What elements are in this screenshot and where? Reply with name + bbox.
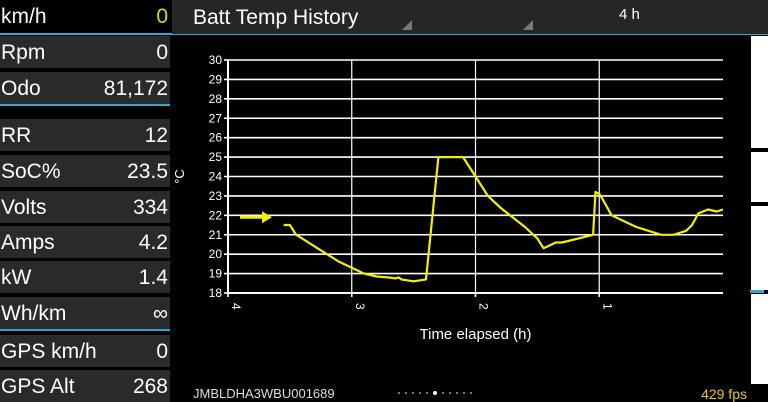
page-dot[interactable] — [398, 392, 400, 394]
y-tick-label: 19 — [209, 267, 223, 281]
strip-segment-2 — [751, 152, 768, 202]
page-indicator[interactable] — [398, 391, 472, 395]
speed-label: km/h — [1, 4, 47, 28]
header-divider — [0, 33, 768, 35]
rpm-row: Rpm 0 — [0, 36, 170, 68]
page-dot[interactable] — [412, 392, 414, 394]
kw-value: 1.4 — [138, 265, 168, 289]
range-remaining-value: 12 — [144, 123, 168, 147]
vin-text: JMBLDHA3WBU001689 — [193, 386, 335, 401]
y-tick-label: 23 — [209, 189, 223, 203]
page-dot[interactable] — [456, 392, 458, 394]
stats-sidebar: km/h 0 Rpm 0 Odo 81,172 RR 12 SoC% 23.5 … — [0, 0, 170, 402]
range-dropdown-icon[interactable] — [523, 20, 533, 30]
volts-label: Volts — [1, 195, 47, 219]
gps-altitude-row: GPS Alt 268 — [0, 370, 170, 402]
strip-position-marker — [750, 290, 764, 293]
odometer-row: Odo 81,172 — [0, 72, 170, 104]
batt-temp-chart: 18 19 20 21 22 23 24 25 26 27 28 29 30 4 3 2 1 °C Time ela… — [172, 36, 746, 384]
amps-row: Amps 4.2 — [0, 226, 170, 258]
strip-segment-1 — [751, 36, 768, 148]
x-tick-label: 2 — [477, 303, 491, 310]
x-axis-label: Time elapsed (h) — [420, 326, 532, 343]
y-tick-label: 20 — [209, 247, 223, 261]
history-header: Batt Temp History 4 h — [172, 0, 768, 34]
y-tick-label: 29 — [209, 72, 223, 86]
y-tick-label: 22 — [209, 208, 223, 222]
range-remaining-label: RR — [1, 123, 32, 147]
page-dot[interactable] — [419, 392, 421, 394]
y-tick-label: 28 — [209, 92, 223, 106]
y-tick-label: 18 — [209, 286, 223, 300]
y-tick-label: 21 — [209, 228, 223, 242]
title-dropdown-icon[interactable] — [402, 20, 412, 30]
x-tick-label: 4 — [229, 303, 243, 310]
page-dot[interactable] — [405, 392, 407, 394]
right-scroll-strip[interactable] — [746, 36, 768, 384]
sidebar-divider-bottom — [0, 329, 170, 331]
range-remaining-row: RR 12 — [0, 119, 170, 151]
gps-speed-value: 0 — [156, 339, 168, 363]
start-arrow-head — [262, 211, 272, 224]
efficiency-label: Wh/km — [1, 301, 67, 325]
x-tick-label: 1 — [600, 303, 614, 310]
kw-row: kW 1.4 — [0, 261, 170, 293]
rpm-value: 0 — [156, 40, 168, 64]
y-tick-label: 30 — [209, 53, 223, 67]
sidebar-divider-top — [0, 104, 170, 106]
page-dot[interactable] — [463, 392, 465, 394]
volts-value: 334 — [132, 195, 168, 219]
page-dot[interactable] — [426, 392, 428, 394]
time-range-selector[interactable]: 4 h — [619, 6, 640, 23]
odometer-value: 81,172 — [103, 76, 168, 100]
gps-speed-label: GPS km/h — [1, 339, 97, 363]
strip-segment-3 — [751, 206, 768, 290]
y-tick-label: 26 — [209, 131, 223, 145]
gps-speed-row: GPS km/h 0 — [0, 335, 170, 367]
amps-value: 4.2 — [138, 230, 168, 254]
fps-counter: 429 fps — [701, 386, 747, 402]
soc-row: SoC% 23.5 — [0, 155, 170, 187]
page-dot[interactable] — [470, 392, 472, 394]
rpm-label: Rpm — [1, 40, 46, 64]
y-tick-label: 25 — [209, 150, 223, 164]
efficiency-value: ∞ — [153, 301, 168, 325]
y-axis-label: °C — [172, 169, 187, 184]
x-tick-label: 3 — [353, 303, 367, 310]
efficiency-row: Wh/km ∞ — [0, 297, 170, 329]
y-tick-label: 24 — [209, 170, 223, 184]
kw-label: kW — [1, 265, 32, 289]
speed-row: km/h 0 — [0, 0, 170, 32]
history-title-selector[interactable]: Batt Temp History — [193, 6, 359, 29]
soc-value: 23.5 — [127, 159, 168, 183]
page-dot-active[interactable] — [433, 391, 437, 395]
speed-value: 0 — [156, 4, 168, 28]
amps-label: Amps — [1, 230, 55, 254]
y-tick-label: 27 — [209, 111, 223, 125]
batt-temp-series-line — [283, 155, 724, 283]
volts-row: Volts 334 — [0, 191, 170, 223]
odometer-label: Odo — [1, 76, 41, 100]
gps-altitude-value: 268 — [132, 374, 168, 398]
strip-segment-4 — [751, 294, 768, 384]
gps-altitude-label: GPS Alt — [1, 374, 75, 398]
soc-label: SoC% — [1, 159, 61, 183]
page-dot[interactable] — [442, 392, 444, 394]
page-dot[interactable] — [449, 392, 451, 394]
